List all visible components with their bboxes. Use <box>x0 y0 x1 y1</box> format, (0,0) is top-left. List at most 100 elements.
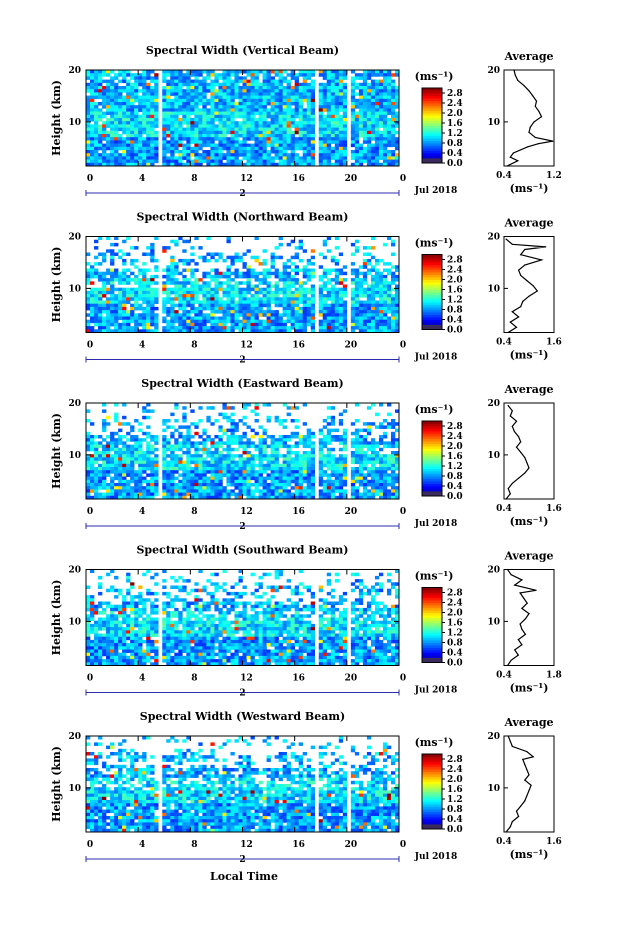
heatmap-cell <box>230 134 234 138</box>
heatmap-cell <box>255 291 259 295</box>
heatmap-cell <box>327 297 331 301</box>
heatmap-cell <box>343 304 347 308</box>
heatmap-cell <box>226 86 230 90</box>
heatmap-cell <box>182 102 186 106</box>
heatmap-cell <box>387 70 391 74</box>
heatmap-cell <box>178 144 182 148</box>
heatmap-cell <box>283 441 287 445</box>
day-marker-label: 2 <box>239 189 245 199</box>
heatmap-cell <box>198 147 202 151</box>
heatmap-cell <box>287 144 291 148</box>
heatmap-cell <box>226 256 230 260</box>
heatmap-cell <box>234 291 238 295</box>
heatmap-cell <box>383 86 387 90</box>
heatmap-cell <box>194 86 198 90</box>
heatmap-cell <box>323 128 327 132</box>
heatmap-cell <box>371 477 375 481</box>
heatmap-cell <box>335 304 339 308</box>
heatmap-cell <box>90 140 94 144</box>
heatmap-cell <box>243 137 247 141</box>
heatmap-cell <box>90 317 94 321</box>
heatmap-cell <box>323 320 327 324</box>
heatmap-cell <box>303 470 307 474</box>
heatmap-cell <box>271 445 275 449</box>
heatmap-cell <box>230 121 234 125</box>
heatmap-cell <box>202 307 206 311</box>
heatmap-cell <box>210 253 214 257</box>
heatmap-cell <box>118 134 122 138</box>
profile-point <box>522 301 523 302</box>
heatmap-cell <box>142 416 146 420</box>
heatmap-cell <box>198 121 202 125</box>
heatmap-cell <box>178 102 182 106</box>
heatmap-cell <box>263 294 267 298</box>
heatmap-cell <box>214 144 218 148</box>
heatmap-cell <box>351 112 355 116</box>
heatmap-cell <box>279 147 283 151</box>
heatmap-cell <box>218 461 222 465</box>
heatmap-cell <box>182 112 186 116</box>
heatmap-cell <box>106 272 110 276</box>
heatmap-cell <box>150 150 154 154</box>
heatmap-cell <box>323 105 327 109</box>
heatmap-cell <box>166 112 170 116</box>
profile-series-line <box>507 70 553 166</box>
heatmap-cell <box>230 70 234 74</box>
profile-point <box>517 80 518 81</box>
heatmap-cell <box>94 480 98 484</box>
heatmap-cell <box>319 278 323 282</box>
heatmap-cell <box>387 262 391 266</box>
heatmap-cell <box>218 256 222 260</box>
heatmap-cell <box>178 461 182 465</box>
heatmap-cell <box>178 323 182 327</box>
heatmap-cell <box>383 297 387 301</box>
heatmap-cell <box>90 76 94 80</box>
heatmap-cell <box>194 451 198 455</box>
heatmap-cell <box>106 416 110 420</box>
heatmap-cell <box>323 108 327 112</box>
heatmap-cell <box>206 477 210 481</box>
heatmap-cell <box>190 137 194 141</box>
heatmap-cell <box>275 73 279 77</box>
heatmap-cell <box>267 153 271 157</box>
heatmap-cell <box>106 326 110 330</box>
heatmap-cell <box>154 153 158 157</box>
heatmap-cell <box>279 99 283 103</box>
heatmap-cell <box>122 112 126 116</box>
heatmap-cell <box>102 467 106 471</box>
heatmap-cell <box>311 121 315 125</box>
heatmap-cell <box>311 454 315 458</box>
heatmap-cell <box>291 297 295 301</box>
heatmap-cell <box>182 96 186 100</box>
heatmap-cell <box>327 313 331 317</box>
heatmap-cell <box>243 480 247 484</box>
heatmap-cell <box>335 464 339 468</box>
heatmap-cell <box>391 272 395 276</box>
heatmap-cell <box>202 473 206 477</box>
heatmap-cell <box>138 438 142 442</box>
heatmap-cell <box>238 477 242 481</box>
heatmap-cell <box>247 477 251 481</box>
heatmap-cell <box>154 301 158 305</box>
heatmap-cell <box>154 461 158 465</box>
heatmap-cell <box>214 102 218 106</box>
heatmap-cell <box>154 467 158 471</box>
heatmap-cell <box>206 89 210 93</box>
heatmap-cell <box>383 464 387 468</box>
heatmap-cell <box>178 454 182 458</box>
heatmap-cell <box>363 134 367 138</box>
heatmap-cell <box>234 448 238 452</box>
heatmap-cell <box>222 80 226 84</box>
heatmap-cell <box>190 294 194 298</box>
heatmap-cell <box>251 483 255 487</box>
heatmap-cell <box>255 326 259 330</box>
heatmap-cell <box>343 473 347 477</box>
heatmap-cell <box>379 457 383 461</box>
heatmap-cell <box>110 80 114 84</box>
heatmap-cell <box>202 105 206 109</box>
heatmap-cell <box>251 137 255 141</box>
heatmap-cell <box>114 326 118 330</box>
heatmap-cell <box>118 124 122 128</box>
colorbar-swatch <box>422 320 442 323</box>
heatmap-cell <box>327 272 331 276</box>
